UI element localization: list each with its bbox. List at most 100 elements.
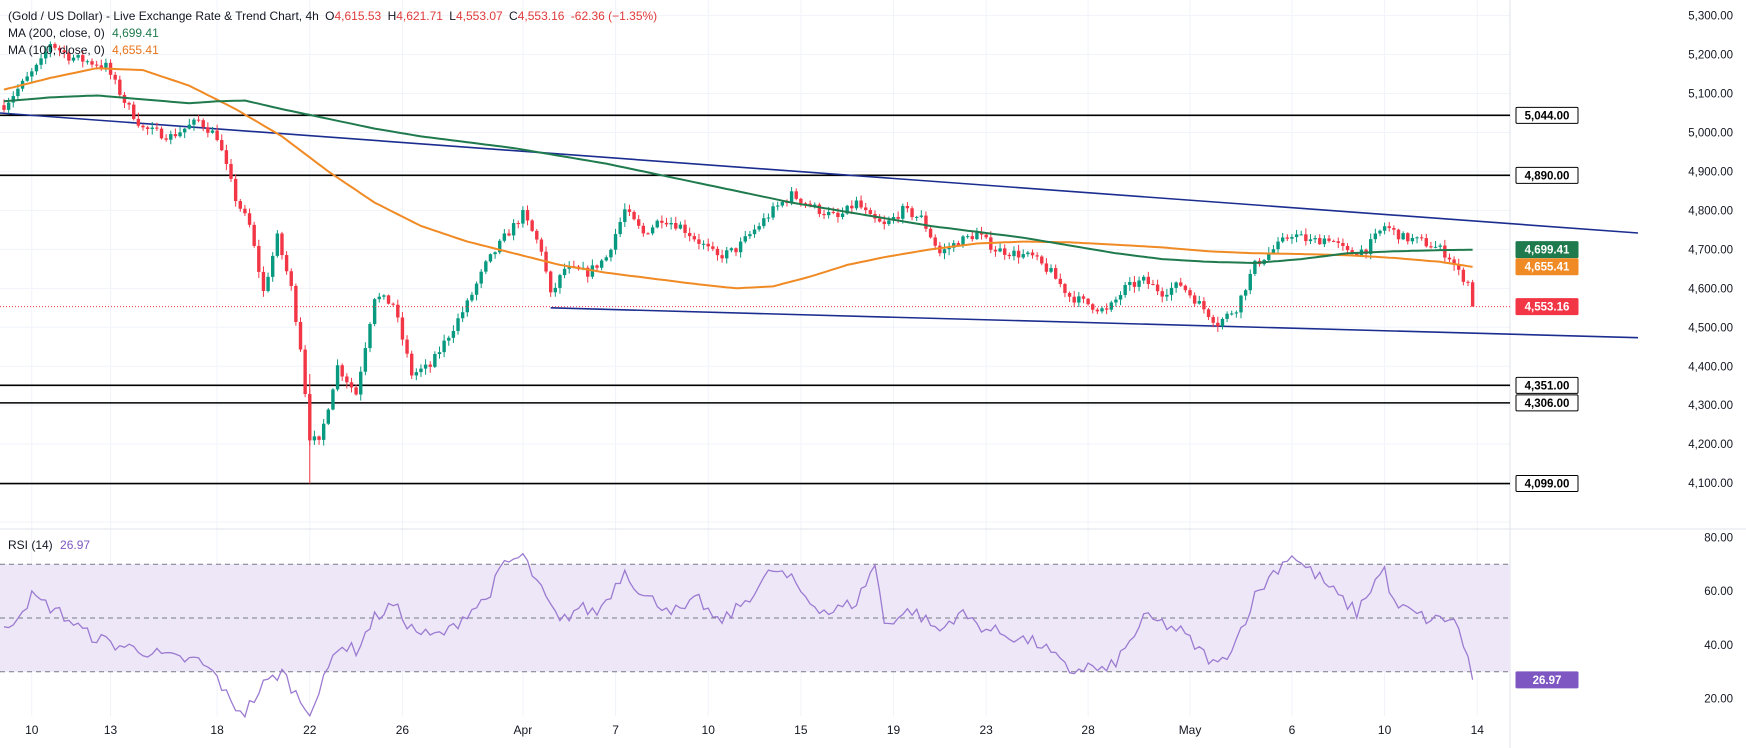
rsi-pane [0, 552, 1510, 719]
candle-body [1443, 245, 1447, 258]
candle-body [655, 220, 659, 228]
candle-body [1067, 292, 1072, 297]
candle-body [321, 423, 326, 440]
candle-body [975, 232, 979, 240]
candle-body [1035, 255, 1039, 257]
time-tick-label: 26 [396, 723, 410, 737]
candle-body [613, 234, 618, 250]
candle-body [382, 295, 386, 297]
candle-body [947, 247, 951, 250]
candle-body [928, 228, 933, 238]
candle-body [956, 243, 961, 246]
candle-body [961, 236, 965, 246]
candle-body [678, 224, 683, 229]
candle-body [1086, 298, 1090, 305]
candle-body [864, 207, 868, 211]
candle-body [854, 200, 859, 209]
candle-body [442, 340, 446, 353]
candle-body [423, 364, 428, 369]
candle-body [57, 47, 62, 51]
candle-body [1280, 237, 1285, 242]
candle-body [1151, 284, 1155, 286]
candle-body [627, 209, 632, 212]
ma200-row[interactable]: MA (200, close, 0) 4,699.41 [8, 25, 657, 42]
low-value: 4,553.07 [455, 9, 503, 23]
candle-body [1424, 238, 1429, 247]
candle-body [113, 74, 117, 80]
rsi-badge-box [1515, 671, 1579, 689]
candle-body [275, 233, 280, 256]
candle-body [118, 79, 122, 95]
candle-body [1341, 242, 1345, 247]
ma100-label: MA (100, close, 0) [8, 43, 105, 57]
candle-body [488, 254, 493, 262]
candle-body [437, 352, 442, 355]
price-badge-box [1515, 241, 1579, 259]
candle-body [62, 50, 66, 53]
time-tick-label: 10 [1378, 723, 1392, 737]
candle-body [780, 201, 785, 206]
candle-body [345, 376, 349, 383]
candle-body [1021, 254, 1025, 258]
candle-body [391, 303, 395, 305]
candle-body [460, 312, 465, 319]
candle-body [1253, 260, 1257, 274]
candle-body [317, 436, 321, 440]
candle-body [1318, 238, 1322, 245]
ma100-row[interactable]: MA (100, close, 0) 4,655.41 [8, 42, 657, 59]
candle-body [1299, 234, 1303, 236]
candle-body [67, 52, 71, 61]
ma100-line [3, 67, 1473, 290]
candle-body [386, 295, 391, 304]
candle-body [562, 268, 567, 276]
candle-body [1267, 253, 1271, 260]
candle-body [1438, 245, 1442, 247]
candle-body [1466, 281, 1470, 283]
price-axis[interactable]: 4,100.00 4,200.00 4,300.00 4,400.00 4,500.00… [1688, 11, 1733, 706]
rsi-legend[interactable]: RSI (14) 26.97 [8, 538, 90, 552]
price-badges: 5,044.00 4,890.00 4,351.00 4,306.00 4,099.00… [1515, 106, 1579, 689]
candle-body [618, 221, 622, 235]
candle-body [877, 218, 882, 222]
candle-body [104, 62, 108, 68]
candle-body [789, 191, 794, 203]
candle-body [192, 119, 196, 125]
candle-body [247, 213, 252, 225]
candle-body [1016, 250, 1021, 258]
candle-body [729, 248, 734, 251]
candle-body [933, 237, 937, 246]
ma200-value: 4,699.41 [112, 26, 159, 40]
candle-body [697, 239, 701, 244]
candle-body [1290, 237, 1294, 239]
time-tick-label: 22 [303, 723, 317, 737]
candle-body [303, 349, 307, 395]
candle-body [81, 55, 85, 62]
change-value: -62.36 (−1.35%) [570, 9, 658, 23]
candle-body [257, 245, 261, 272]
candle-body [919, 215, 924, 217]
candle-body [1160, 291, 1164, 297]
candle-body [1197, 301, 1201, 304]
candle-body [979, 232, 984, 235]
candle-body [674, 223, 678, 229]
candle-body [280, 233, 284, 256]
candle-body [53, 44, 57, 48]
candle-body [752, 229, 757, 235]
candle-body [224, 150, 229, 164]
candle-body [826, 211, 831, 216]
candle-body [1294, 234, 1299, 238]
candle-body [942, 249, 947, 254]
candle-body [1063, 284, 1067, 293]
candle-body [1239, 295, 1243, 313]
candle-body [76, 55, 80, 58]
time-axis[interactable]: 10 13 18 22 26 Apr 7 10 15 19 23 28 May 6 10 14 [25, 723, 1484, 737]
candle-body [372, 299, 377, 325]
candle-body [1447, 257, 1452, 260]
candle-body [298, 321, 303, 350]
time-tick-label: 15 [794, 723, 808, 737]
candle-body [359, 371, 363, 395]
candle-body [887, 220, 891, 225]
candle-body [993, 249, 998, 252]
candle-body [650, 227, 655, 234]
